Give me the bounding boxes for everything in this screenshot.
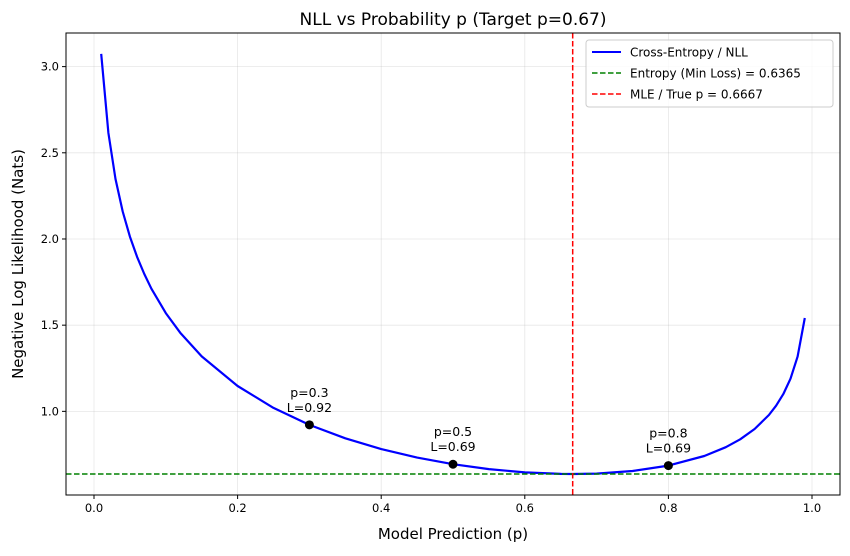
y-axis-label: Negative Log Likelihood (Nats)	[9, 149, 27, 379]
x-tick-label: 0.4	[372, 501, 390, 515]
y-tick-label: 2.0	[41, 232, 59, 246]
point-label-loss: L=0.69	[646, 441, 691, 456]
point-label-p: p=0.5	[434, 424, 472, 439]
plot-area: p=0.3L=0.92p=0.5L=0.69p=0.8L=0.69	[66, 33, 840, 495]
x-tick-label: 1.0	[803, 501, 821, 515]
x-tick-label: 0.2	[228, 501, 246, 515]
highlight-point	[663, 461, 673, 471]
highlight-point	[304, 420, 314, 430]
point-label-loss: L=0.92	[287, 400, 332, 415]
legend-label-entropy: Entropy (Min Loss) = 0.6365	[630, 67, 801, 81]
ticks: 0.0 0.2 0.4 0.6 0.8 1.0 1.0 1.5 2.0 2.5 3.0	[41, 60, 821, 515]
x-tick-label: 0.8	[659, 501, 677, 515]
point-label-p: p=0.8	[649, 426, 687, 441]
x-tick-label: 0.0	[85, 501, 103, 515]
point-label-loss: L=0.69	[430, 439, 475, 454]
legend-label-nll: Cross-Entropy / NLL	[630, 46, 748, 60]
x-axis-label: Model Prediction (p)	[378, 525, 528, 543]
grid	[66, 33, 840, 495]
y-tick-label: 3.0	[41, 60, 59, 74]
legend-box	[585, 39, 834, 108]
x-tick-label: 0.6	[516, 501, 534, 515]
y-tick-label: 1.5	[41, 318, 59, 332]
highlight-point	[448, 459, 458, 469]
axes-frame	[65, 32, 841, 496]
legend: Cross-Entropy / NLL Entropy (Min Loss) =…	[585, 39, 834, 108]
y-tick-label: 1.0	[41, 404, 59, 418]
point-label-p: p=0.3	[290, 385, 328, 400]
legend-label-mle: MLE / True p = 0.6667	[630, 88, 763, 102]
chart-title: NLL vs Probability p (Target p=0.67)	[300, 10, 607, 30]
y-tick-label: 2.5	[41, 146, 59, 160]
